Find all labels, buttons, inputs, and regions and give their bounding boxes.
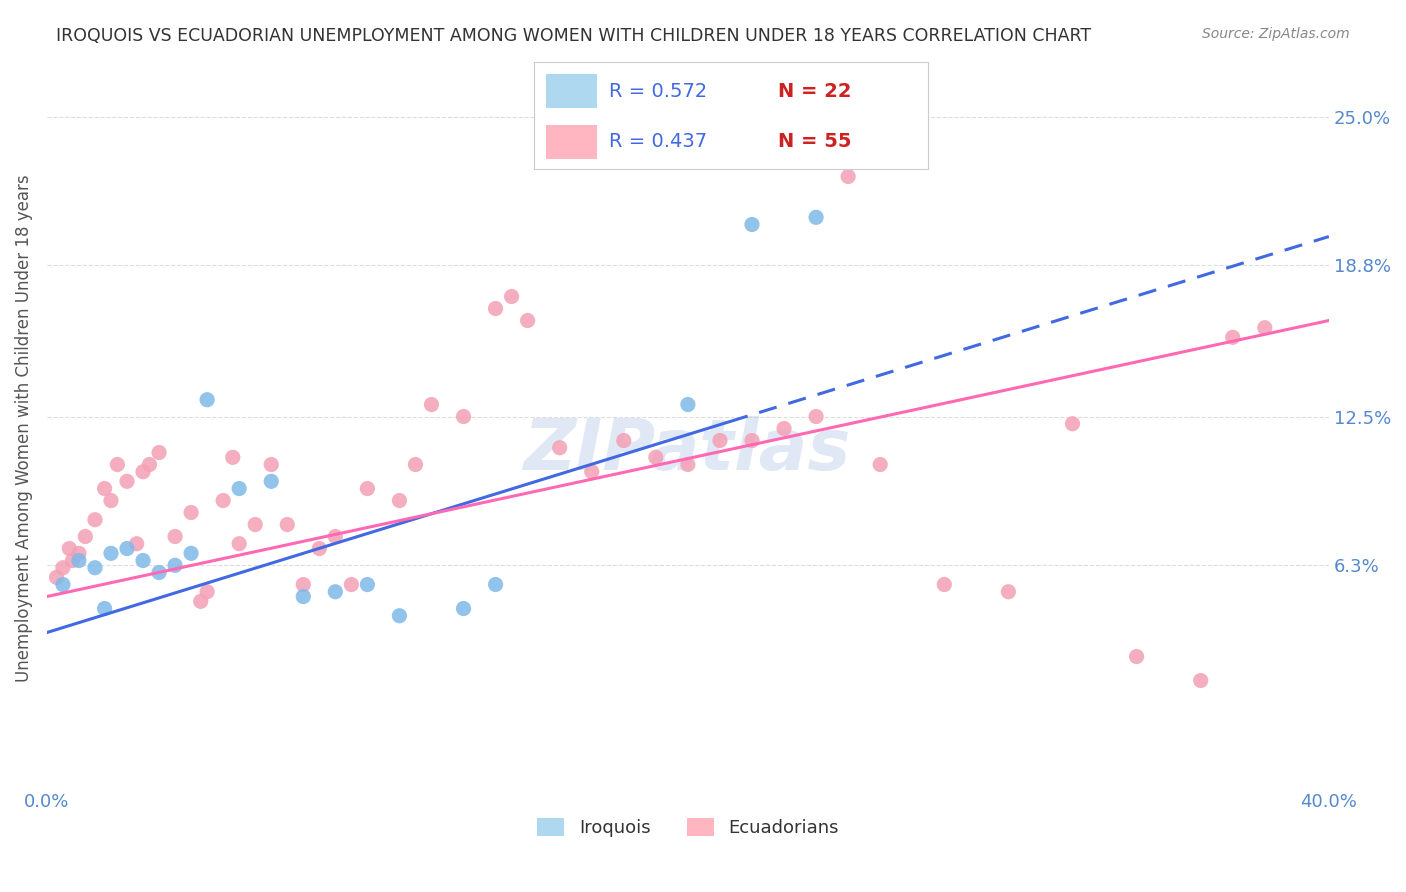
Point <box>125 537 148 551</box>
Point <box>548 441 571 455</box>
Point <box>501 289 523 303</box>
Point <box>75 529 97 543</box>
Point <box>195 392 218 407</box>
Point <box>356 577 378 591</box>
Point <box>869 458 891 472</box>
Point <box>105 458 128 472</box>
Point <box>804 409 827 424</box>
Point <box>1189 673 1212 688</box>
Point <box>58 541 80 556</box>
Point <box>484 577 506 591</box>
Point <box>741 434 763 448</box>
Point <box>52 560 75 574</box>
Legend: Iroquois, Ecuadorians: Iroquois, Ecuadorians <box>530 811 846 845</box>
Point <box>165 558 187 573</box>
Text: ZIPatlas: ZIPatlas <box>524 416 852 484</box>
Point <box>325 584 347 599</box>
Point <box>228 482 250 496</box>
Point <box>356 482 378 496</box>
Point <box>453 409 475 424</box>
Point <box>195 584 218 599</box>
Text: R = 0.572: R = 0.572 <box>609 82 707 101</box>
Point <box>84 513 107 527</box>
Point <box>100 493 122 508</box>
Point <box>676 458 699 472</box>
Point <box>997 584 1019 599</box>
Point <box>644 450 666 465</box>
Point <box>340 577 363 591</box>
Point <box>516 313 538 327</box>
Text: N = 22: N = 22 <box>779 82 852 101</box>
Point <box>1222 330 1244 344</box>
Bar <box>546 125 598 159</box>
Point <box>67 553 90 567</box>
Point <box>308 541 330 556</box>
Point <box>1254 320 1277 334</box>
Point <box>93 601 115 615</box>
Point <box>138 458 160 472</box>
Text: IROQUOIS VS ECUADORIAN UNEMPLOYMENT AMONG WOMEN WITH CHILDREN UNDER 18 YEARS COR: IROQUOIS VS ECUADORIAN UNEMPLOYMENT AMON… <box>56 27 1091 45</box>
Point <box>453 601 475 615</box>
Point <box>292 577 315 591</box>
Point <box>276 517 298 532</box>
Point <box>804 211 827 225</box>
Point <box>62 553 84 567</box>
Point <box>1125 649 1147 664</box>
Point <box>741 218 763 232</box>
Point <box>180 506 202 520</box>
Point <box>52 577 75 591</box>
Text: N = 55: N = 55 <box>779 132 852 151</box>
Point <box>245 517 267 532</box>
Point <box>420 398 443 412</box>
Point <box>132 465 155 479</box>
Point <box>260 475 283 489</box>
Point <box>84 560 107 574</box>
Point <box>260 458 283 472</box>
Point <box>67 546 90 560</box>
Point <box>180 546 202 560</box>
Bar <box>546 74 598 109</box>
Point <box>115 541 138 556</box>
Point <box>148 566 170 580</box>
Point <box>388 493 411 508</box>
Point <box>676 398 699 412</box>
Point <box>115 475 138 489</box>
Point <box>388 608 411 623</box>
Point <box>934 577 956 591</box>
Point <box>132 553 155 567</box>
Point <box>100 546 122 560</box>
Point <box>292 590 315 604</box>
Text: R = 0.437: R = 0.437 <box>609 132 707 151</box>
Point <box>837 169 859 184</box>
Point <box>93 482 115 496</box>
Point <box>222 450 245 465</box>
Point <box>484 301 506 316</box>
Point <box>581 465 603 479</box>
Point <box>325 529 347 543</box>
Point <box>190 594 212 608</box>
Point <box>212 493 235 508</box>
Point <box>1062 417 1084 431</box>
Point <box>228 537 250 551</box>
Point <box>45 570 67 584</box>
Y-axis label: Unemployment Among Women with Children Under 18 years: Unemployment Among Women with Children U… <box>15 175 32 682</box>
Point <box>165 529 187 543</box>
Point <box>404 458 426 472</box>
Point <box>709 434 731 448</box>
Text: Source: ZipAtlas.com: Source: ZipAtlas.com <box>1202 27 1350 41</box>
Point <box>613 434 636 448</box>
Point <box>148 445 170 459</box>
Point <box>773 421 796 435</box>
